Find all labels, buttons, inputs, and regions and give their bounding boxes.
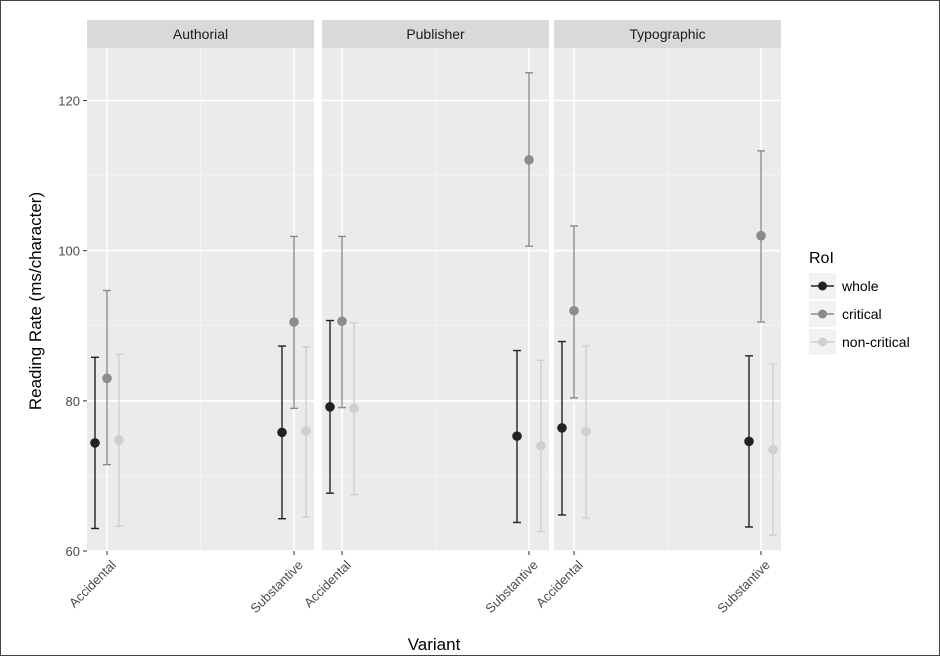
facet-authorial: Authorial Accidental Substantive <box>66 20 314 616</box>
legend-title: RoI <box>809 250 834 267</box>
x-tick-label: Substantive <box>247 557 306 616</box>
data-point-whole <box>744 436 754 447</box>
facet-strip-label: Typographic <box>629 26 705 42</box>
x-axis-label: Variant <box>408 635 461 654</box>
data-point-non-critical <box>536 441 546 451</box>
y-tick-label: 60 <box>66 544 80 559</box>
x-tick-label: Accidental <box>301 557 354 610</box>
data-point-non-critical <box>349 403 359 414</box>
y-tick-label: 100 <box>58 244 80 259</box>
facet-strip <box>87 20 314 48</box>
data-point-critical <box>289 317 299 327</box>
y-axis-label: Reading Rate (ms/character) <box>26 192 45 410</box>
facet-strip <box>322 20 549 48</box>
data-point-critical <box>102 373 112 384</box>
facet-strip <box>554 20 781 48</box>
data-point-critical <box>337 316 347 327</box>
legend-key-point <box>818 281 827 291</box>
legend-label: whole <box>841 278 879 294</box>
data-point-whole <box>325 402 335 412</box>
data-point-non-critical <box>581 426 591 437</box>
y-tick-label: 80 <box>66 394 80 409</box>
facet-strip-label: Publisher <box>406 26 465 42</box>
legend-label: critical <box>842 306 882 322</box>
x-tick-label: Substantive <box>714 557 773 616</box>
data-point-whole <box>277 427 287 438</box>
legend-key-point <box>818 337 827 347</box>
facet-publisher: Publisher Accidental Substantive <box>301 20 549 616</box>
legend-key-point <box>818 309 827 319</box>
data-point-critical <box>524 155 534 165</box>
y-axis: 60 80 100 120 <box>58 94 87 559</box>
legend-label: non-critical <box>842 334 910 350</box>
data-point-non-critical <box>768 444 778 455</box>
y-tick-label: 120 <box>58 94 80 109</box>
data-point-whole <box>557 423 567 433</box>
legend: RoI whole critical non-critical <box>809 250 910 355</box>
data-point-critical <box>569 305 579 316</box>
x-tick-label: Accidental <box>533 557 586 610</box>
data-point-non-critical <box>301 426 311 436</box>
facet-typographic: Typographic Accidental Substantive <box>533 20 781 616</box>
data-point-whole <box>512 431 522 441</box>
x-tick-label: Accidental <box>66 557 119 610</box>
data-point-critical <box>756 230 766 241</box>
data-point-whole <box>90 438 100 448</box>
x-tick-label: Substantive <box>482 557 541 616</box>
facet-strip-label: Authorial <box>173 26 228 42</box>
data-point-non-critical <box>114 435 124 445</box>
